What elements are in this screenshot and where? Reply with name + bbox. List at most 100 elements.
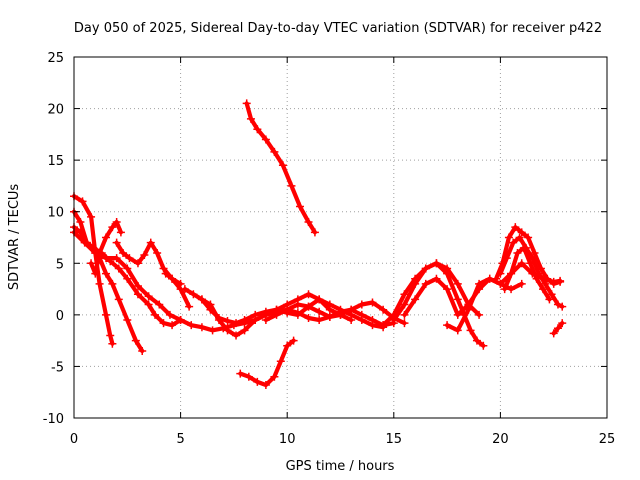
series-tracks-20h-a: [492, 223, 565, 288]
data-point: [114, 295, 123, 304]
data-point: [539, 285, 548, 294]
data-point: [187, 321, 196, 330]
series-tracks-8h-high: [242, 99, 319, 237]
data-point: [400, 300, 409, 309]
data-point: [133, 290, 142, 299]
data-point: [189, 290, 198, 299]
data-point: [379, 305, 388, 314]
data-point: [464, 305, 473, 314]
x-tick-label: 20: [492, 432, 509, 447]
data-point: [517, 279, 526, 288]
data-point: [108, 339, 117, 348]
series-line: [238, 338, 296, 388]
data-point: [558, 302, 567, 311]
data-point: [123, 274, 132, 283]
data-point: [80, 238, 89, 247]
data-point: [112, 218, 121, 227]
data-point: [95, 279, 104, 288]
data-point: [116, 228, 125, 237]
data-point: [293, 300, 302, 309]
series-tracks-1h: [87, 218, 125, 278]
data-point: [131, 336, 140, 345]
x-tick-label: 0: [70, 432, 78, 447]
data-point: [123, 316, 132, 325]
x-tick-label: 10: [279, 432, 296, 447]
data-point: [411, 279, 420, 288]
series-tracks-20h-b: [496, 233, 567, 311]
data-point: [155, 300, 164, 309]
data-point: [214, 316, 223, 325]
data-point: [270, 372, 279, 381]
data-point: [119, 248, 128, 257]
data-point: [168, 321, 177, 330]
data-point: [524, 233, 533, 242]
series-tracks-22h: [549, 319, 567, 338]
data-point: [545, 295, 554, 304]
data-point: [368, 316, 377, 325]
data-point: [91, 269, 100, 278]
data-point: [500, 285, 509, 294]
data-point: [400, 319, 409, 328]
data-point: [276, 357, 285, 366]
data-point: [432, 259, 441, 268]
data-point: [496, 279, 505, 288]
data-point: [549, 329, 558, 338]
data-point: [547, 290, 556, 299]
y-tick-label: 15: [47, 154, 64, 169]
data-point: [287, 181, 296, 190]
data-point: [304, 218, 313, 227]
data-point: [556, 277, 565, 286]
data-point: [112, 238, 121, 247]
y-tick-label: 20: [47, 103, 64, 118]
data-point: [504, 233, 513, 242]
series-line: [263, 300, 407, 326]
data-point: [114, 264, 123, 273]
data-point: [138, 346, 147, 355]
data-point: [87, 259, 96, 268]
y-axis-label: SDTVAR / TECUs: [7, 184, 22, 291]
data-point: [368, 298, 377, 307]
data-point: [515, 233, 524, 242]
data-point: [223, 317, 232, 326]
data-point: [511, 223, 520, 232]
y-tick-label: 10: [47, 206, 64, 221]
data-point: [315, 295, 324, 304]
data-point: [304, 302, 313, 311]
data-point: [176, 279, 185, 288]
data-point: [310, 228, 319, 237]
data-point: [432, 274, 441, 283]
data-point: [251, 316, 260, 325]
x-tick-label: 25: [599, 432, 616, 447]
plot-frame: [73, 56, 608, 419]
data-point: [347, 305, 356, 314]
data-point: [133, 259, 142, 268]
series-line: [502, 245, 552, 302]
data-point: [492, 274, 501, 283]
series-line: [244, 101, 317, 235]
data-point: [240, 319, 249, 328]
data-point: [400, 310, 409, 319]
data-point: [185, 302, 194, 311]
data-point: [108, 223, 117, 232]
data-point: [475, 310, 484, 319]
data-point: [76, 218, 85, 227]
series-tracks-10h: [261, 298, 409, 328]
data-point: [159, 264, 168, 273]
series-tracks-15h-a: [379, 259, 488, 350]
data-point: [304, 313, 313, 322]
series-tracks-4h: [161, 269, 185, 288]
data-point: [123, 264, 132, 273]
data-point: [87, 212, 96, 221]
x-tick-label: 5: [176, 432, 184, 447]
y-tick-label: 5: [56, 257, 64, 272]
data-point: [421, 264, 430, 273]
chart-title: Day 050 of 2025, Sidereal Day-to-day VTE…: [74, 21, 602, 36]
data-point: [513, 248, 522, 257]
data-point: [472, 336, 481, 345]
data-point: [223, 326, 232, 335]
data-point: [101, 269, 110, 278]
data-point: [295, 202, 304, 211]
data-point: [244, 372, 253, 381]
data-point: [389, 316, 398, 325]
data-point: [532, 274, 541, 283]
